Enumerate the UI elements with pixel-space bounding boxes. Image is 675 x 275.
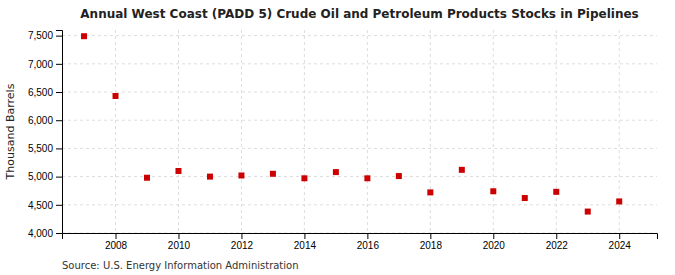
y-tick-mark (56, 92, 62, 93)
y-tick: 5,000 (28, 171, 62, 182)
x-tick: 2012 (231, 233, 254, 251)
y-tick-mark (56, 205, 62, 206)
x-tick-label: 2018 (420, 240, 443, 251)
x-axis: 2008 2010 2012 2014 2016 2018 2020 2022 2024 (63, 233, 658, 251)
grid-line-y (62, 92, 657, 93)
plot-area: 2008 2010 2012 2014 2016 2018 2020 2022 2024 4,00… (28, 30, 658, 251)
grid-line-x (304, 30, 305, 233)
y-tick-label: 4,000 (28, 228, 53, 239)
point (113, 93, 119, 99)
point (396, 173, 402, 179)
point (207, 174, 213, 180)
point (81, 33, 87, 39)
grid-line-y (62, 35, 657, 36)
y-tick-label: 7,000 (28, 59, 53, 70)
points (81, 33, 622, 214)
y-tick-mark (56, 177, 62, 178)
point (301, 175, 307, 181)
point (333, 169, 339, 175)
x-tick-mark (367, 233, 368, 239)
y-tick: 4,500 (28, 200, 62, 211)
x-tick-label: 2014 (294, 240, 317, 251)
x-tick-mark (304, 233, 305, 239)
point (585, 209, 591, 215)
y-tick-label: 4,500 (28, 200, 53, 211)
y-tick-label: 6,500 (28, 87, 53, 98)
x-tick: 2022 (546, 233, 569, 251)
point (270, 171, 276, 177)
y-tick-mark (56, 233, 62, 234)
x-tick: 2020 (483, 233, 506, 251)
y-tick-mark (56, 120, 62, 121)
x-axis-line (63, 234, 658, 240)
y-tick: 6,500 (28, 87, 62, 98)
grid-line-y (62, 204, 657, 205)
grid (62, 30, 657, 233)
x-tick-label: 2016 (357, 240, 380, 251)
x-tick-label: 2012 (231, 240, 254, 251)
title: Annual West Coast (PADD 5) Crude Oil and… (80, 7, 638, 21)
x-tick: 2010 (168, 233, 191, 251)
y-tick-label: 6,000 (28, 115, 53, 126)
x-tick: 2014 (294, 233, 317, 251)
x-tick-mark (556, 233, 557, 239)
point (144, 175, 150, 181)
x-tick-mark (430, 233, 431, 239)
y-axis-line (56, 31, 63, 234)
grid-line-x (178, 30, 179, 233)
x-tick-mark (178, 233, 179, 239)
x-tick-label: 2024 (609, 240, 632, 251)
y-tick: 5,500 (28, 143, 62, 154)
y-tick-mark (56, 64, 62, 65)
y-tick: 7,000 (28, 59, 62, 70)
grid-line-y (62, 148, 657, 149)
y-tick: 4,000 (28, 228, 62, 239)
grid-line-y (62, 63, 657, 64)
x-tick: 2024 (609, 233, 632, 251)
x-tick-label: 2010 (168, 240, 191, 251)
x-tick-label: 2008 (105, 240, 128, 251)
x-tick-mark (493, 233, 494, 239)
y-tick: 6,000 (28, 115, 62, 126)
x-tick-mark (116, 233, 117, 239)
y-tick-label: 5,000 (28, 171, 53, 182)
y-axis: 4,000 4,500 5,000 5,500 6,000 6,500 7,000 7,500 (28, 30, 63, 238)
grid-line-x (241, 30, 242, 233)
point (175, 168, 181, 174)
point (490, 188, 496, 194)
x-tick: 2018 (420, 233, 443, 251)
chart: 2008 2010 2012 2014 2016 2018 2020 2022 2024 4,00… (0, 0, 675, 275)
y-tick-label: 7,500 (28, 30, 53, 41)
grid-line-x (367, 30, 368, 233)
grid-line-x (115, 30, 116, 233)
point (459, 167, 465, 173)
point (616, 198, 622, 204)
y-tick-mark (56, 36, 62, 37)
x-tick: 2008 (105, 233, 128, 251)
y-tick-mark (56, 148, 62, 149)
grid-line-x (430, 30, 431, 233)
x-tick-mark (619, 233, 620, 239)
source-note: Source: U.S. Energy Information Administ… (62, 260, 299, 271)
grid-line-y (62, 120, 657, 121)
grid-line-y (62, 176, 657, 177)
point (238, 172, 244, 178)
x-tick-label: 2022 (546, 240, 569, 251)
point (522, 195, 528, 201)
y-tick-label: 5,500 (28, 143, 53, 154)
grid-line-x (556, 30, 557, 233)
grid-line-x (493, 30, 494, 233)
point (553, 189, 559, 195)
point (427, 189, 433, 195)
point (364, 175, 370, 181)
x-tick-label: 2020 (483, 240, 506, 251)
x-tick-mark (241, 233, 242, 239)
y-axis-title: Thousand Barrels (4, 83, 17, 180)
y-tick: 7,500 (28, 30, 62, 41)
x-tick: 2016 (357, 233, 380, 251)
